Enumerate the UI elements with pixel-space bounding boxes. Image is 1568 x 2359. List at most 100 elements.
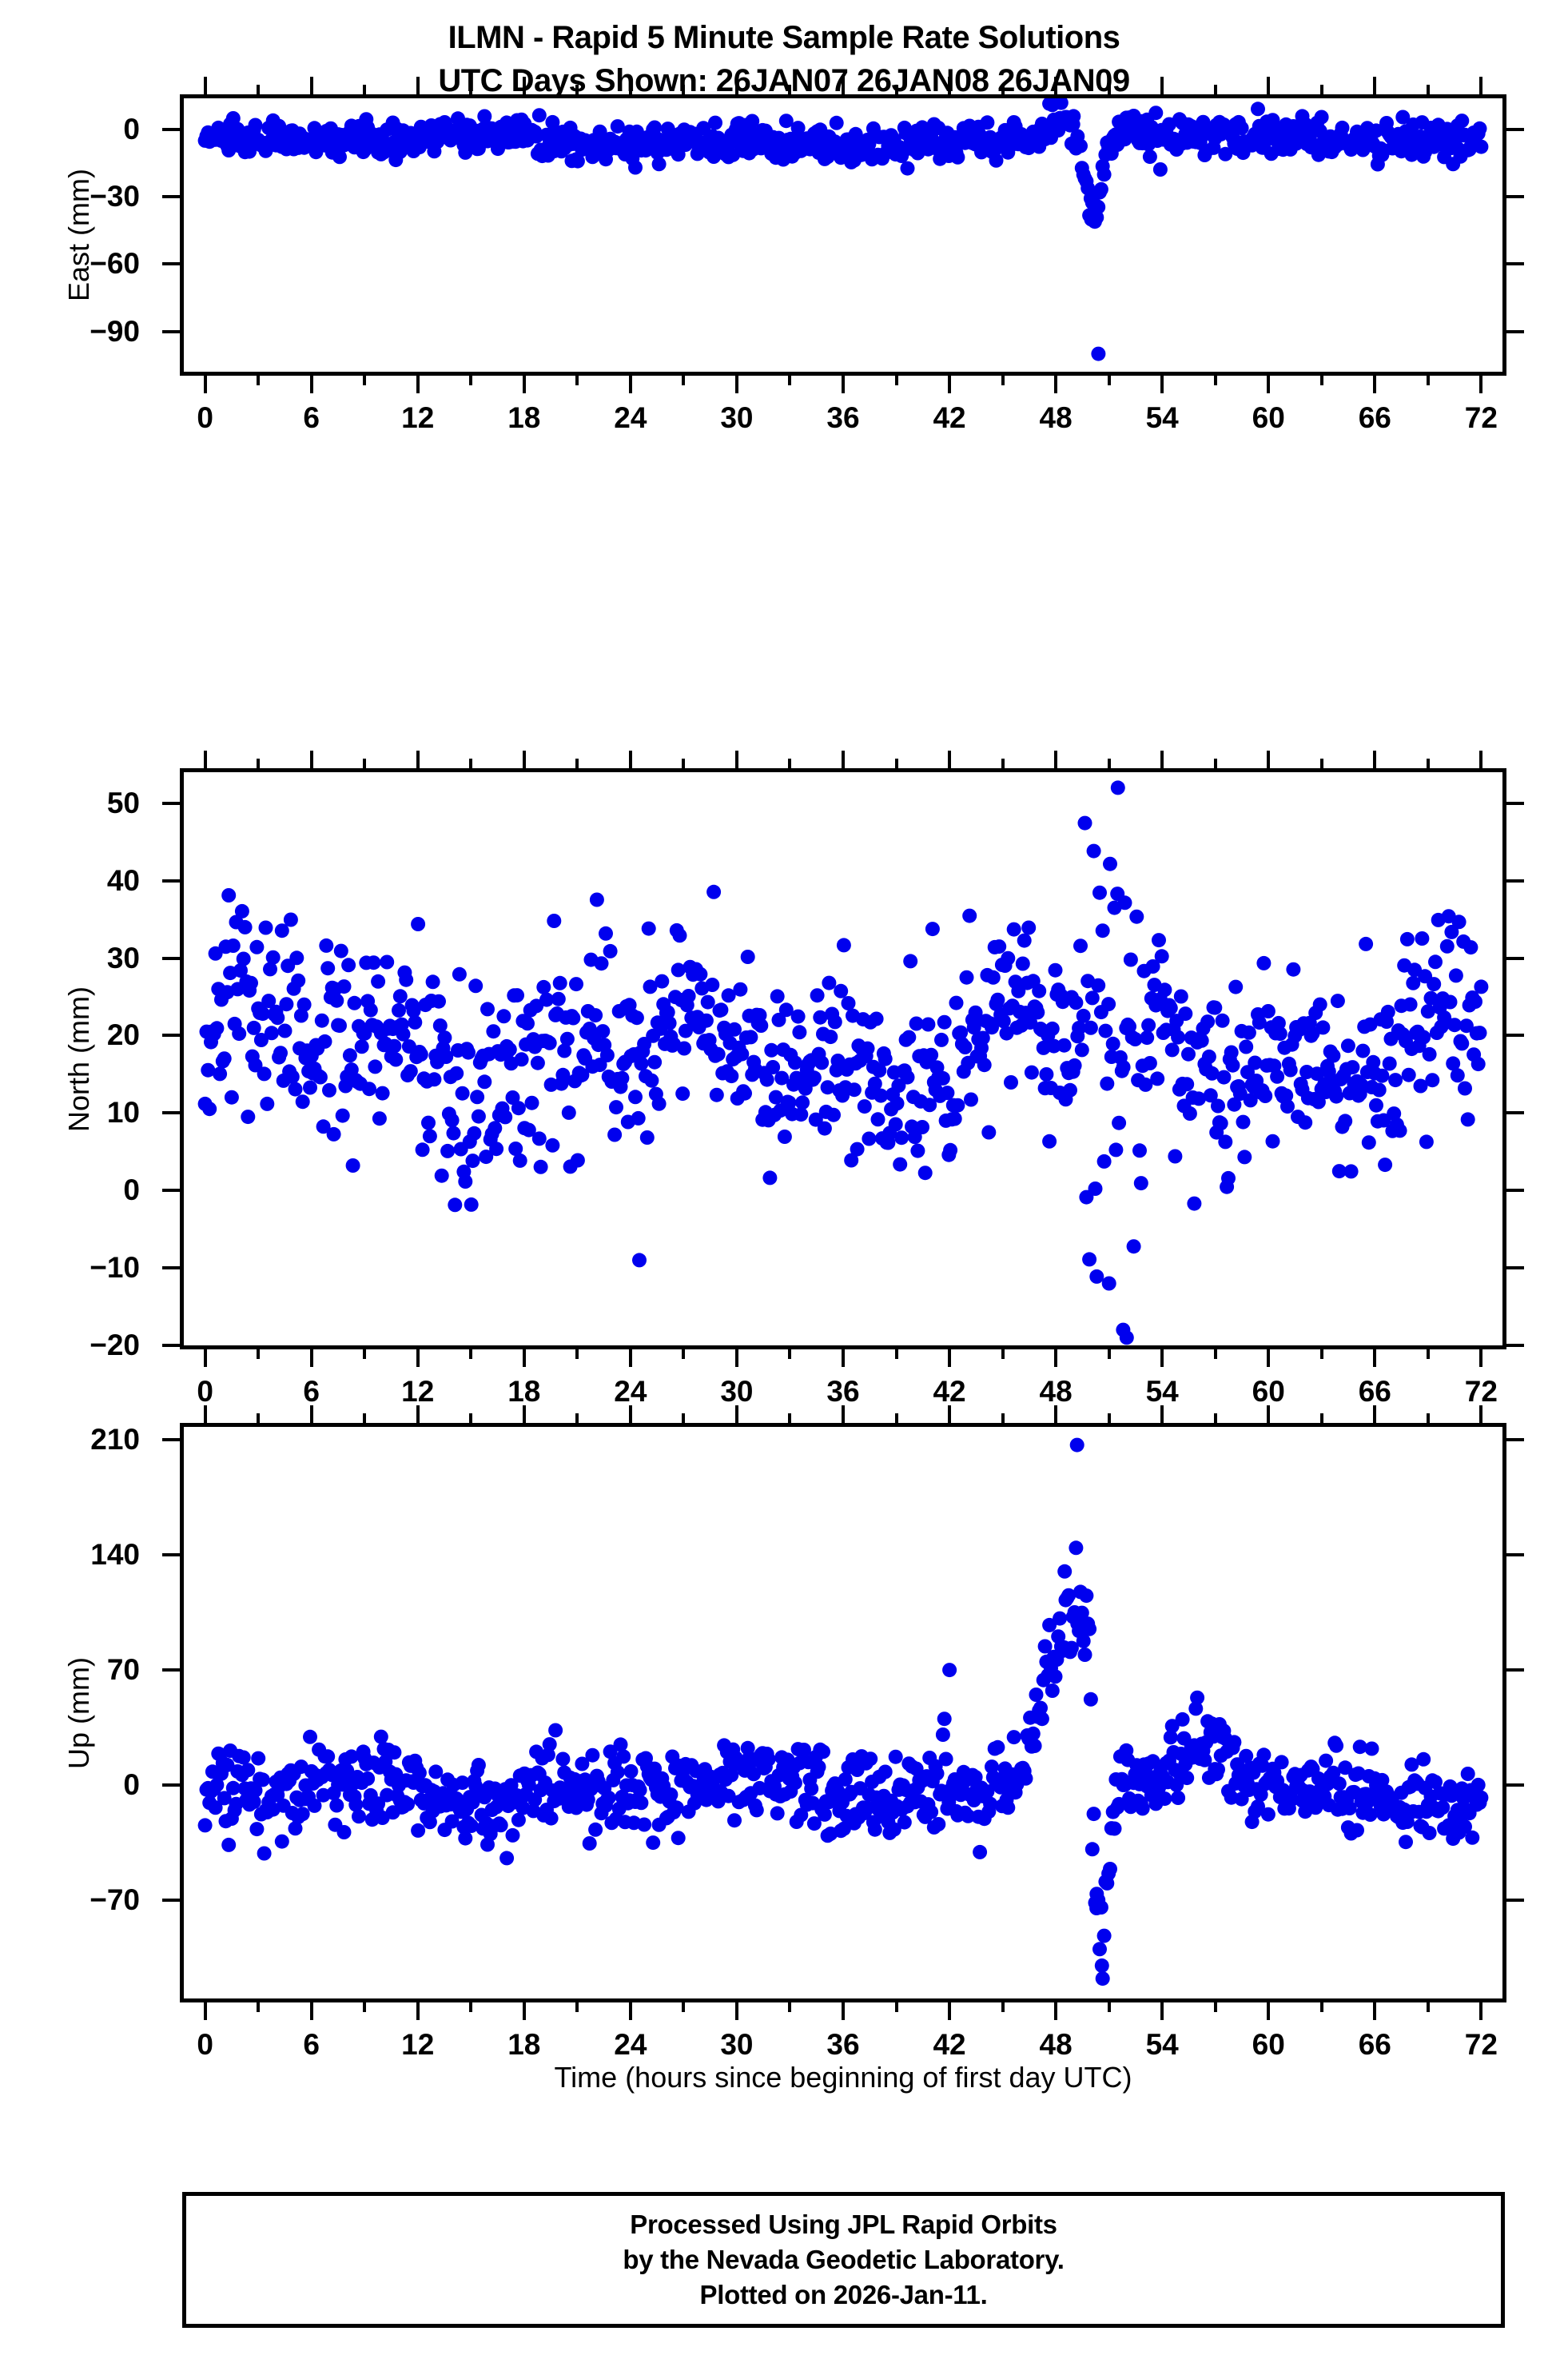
x-axis-top-minor-tick [575, 85, 579, 94]
y-axis-right-tick [1506, 1438, 1524, 1442]
x-tick-label: 24 [614, 401, 647, 434]
x-axis-top-minor-tick [1426, 1413, 1430, 1423]
x-axis-top-major-tick [416, 751, 420, 768]
x-tick-label: 18 [507, 1375, 541, 1408]
x-axis-top-minor-tick [575, 1413, 579, 1423]
x-axis-minor-tick [894, 376, 898, 385]
x-axis-major-tick [416, 376, 420, 393]
y-axis-right-tick [1506, 128, 1524, 132]
x-axis-minor-tick [1001, 1349, 1005, 1359]
x-tick-label: 12 [401, 2028, 435, 2061]
x-axis-major-tick [948, 1349, 952, 1367]
x-axis-top-minor-tick [257, 759, 261, 768]
y-tick-label: −60 [90, 247, 140, 281]
x-axis-minor-tick [1107, 2002, 1111, 2012]
x-axis-major-tick [1054, 1349, 1058, 1367]
x-axis-major-tick [1267, 376, 1271, 393]
x-axis-top-minor-tick [1319, 85, 1323, 94]
x-axis-minor-tick [1001, 2002, 1005, 2012]
plot-panel-up [180, 1423, 1506, 2002]
x-tick-label: 66 [1358, 1375, 1391, 1408]
y-axis-major-tick [162, 879, 180, 883]
x-axis-top-major-tick [309, 751, 313, 768]
x-axis-major-tick [309, 376, 313, 393]
y-axis-major-tick [162, 195, 180, 199]
x-axis-top-minor-tick [1107, 85, 1111, 94]
x-axis-top-minor-tick [1426, 85, 1430, 94]
y-tick-label: 0 [123, 1767, 140, 1801]
y-tick-label: 20 [106, 1018, 140, 1052]
x-axis-major-tick [1373, 2002, 1377, 2020]
x-tick-label: 18 [507, 2028, 541, 2061]
x-axis-major-tick [203, 2002, 207, 2020]
x-axis-minor-tick [1319, 376, 1323, 385]
x-tick-label: 12 [401, 1375, 435, 1408]
x-axis-top-major-tick [522, 751, 526, 768]
x-axis-major-tick [309, 2002, 313, 2020]
y-axis-major-tick [162, 329, 180, 333]
x-axis-major-tick [948, 2002, 952, 2020]
y-tick-label: −10 [90, 1251, 140, 1285]
x-tick-label: 66 [1358, 2028, 1391, 2061]
x-axis-top-minor-tick [1107, 1413, 1111, 1423]
x-axis-top-minor-tick [575, 759, 579, 768]
x-axis-top-minor-tick [788, 85, 792, 94]
y-tick-label: 10 [106, 1096, 140, 1130]
x-axis-major-tick [309, 1349, 313, 1367]
x-axis-top-major-tick [1479, 1405, 1483, 1423]
y-axis-right-tick [1506, 956, 1524, 960]
x-axis-major-tick [203, 376, 207, 393]
x-tick-label: 0 [197, 401, 213, 434]
y-axis-right-tick [1506, 329, 1524, 333]
x-axis-minor-tick [469, 2002, 473, 2012]
x-axis-minor-tick [257, 376, 261, 385]
x-axis-top-major-tick [203, 751, 207, 768]
x-tick-label: 24 [614, 1375, 647, 1408]
x-axis-minor-tick [363, 1349, 367, 1359]
x-axis-top-minor-tick [1426, 759, 1430, 768]
footer-line-2: by the Nevada Geodetic Laboratory. [623, 2245, 1065, 2274]
y-axis-right-tick [1506, 1034, 1524, 1038]
x-axis-major-tick [1479, 1349, 1483, 1367]
y-tick-label: 50 [106, 786, 140, 819]
plot-area-up [184, 1427, 1502, 1998]
x-axis-top-major-tick [1054, 77, 1058, 94]
x-axis-major-tick [1479, 376, 1483, 393]
chart-title-line-1: ILMN - Rapid 5 Minute Sample Rate Soluti… [448, 20, 1120, 55]
x-axis-minor-tick [257, 2002, 261, 2012]
x-axis-top-major-tick [842, 751, 845, 768]
x-tick-label: 30 [720, 2028, 754, 2061]
x-tick-label: 30 [720, 1375, 754, 1408]
plot-panel-east [180, 94, 1506, 376]
x-axis-top-major-tick [1267, 77, 1271, 94]
x-axis-top-major-tick [734, 77, 738, 94]
y-tick-label: −70 [90, 1883, 140, 1916]
y-axis-right-tick [1506, 1266, 1524, 1270]
x-axis-top-major-tick [309, 1405, 313, 1423]
y-axis-major-tick [162, 1783, 180, 1787]
x-axis-major-tick [842, 2002, 845, 2020]
x-axis-top-minor-tick [682, 1413, 686, 1423]
x-axis-top-minor-tick [469, 1413, 473, 1423]
x-axis-minor-tick [788, 1349, 792, 1359]
y-axis-right-tick [1506, 801, 1524, 805]
y-axis-major-tick [162, 1344, 180, 1347]
y-tick-label: −20 [90, 1329, 140, 1361]
x-axis-major-tick [1054, 376, 1058, 393]
x-axis-top-minor-tick [1213, 1413, 1217, 1423]
x-axis-top-major-tick [734, 1405, 738, 1423]
x-axis-top-major-tick [948, 1405, 952, 1423]
y-tick-label: 70 [106, 1653, 140, 1687]
x-axis-top-minor-tick [1213, 85, 1217, 94]
x-axis-top-major-tick [628, 751, 632, 768]
x-axis-minor-tick [575, 376, 579, 385]
x-axis-top-major-tick [948, 77, 952, 94]
y-axis-right-tick [1506, 879, 1524, 883]
footer-line-3: Plotted on 2026-Jan-11. [699, 2280, 988, 2309]
x-axis-top-minor-tick [1001, 85, 1005, 94]
x-axis-top-major-tick [1373, 751, 1377, 768]
x-tick-label: 36 [826, 401, 860, 434]
y-tick-label: −30 [90, 180, 140, 213]
x-tick-label: 42 [933, 2028, 966, 2061]
x-axis-top-major-tick [416, 77, 420, 94]
